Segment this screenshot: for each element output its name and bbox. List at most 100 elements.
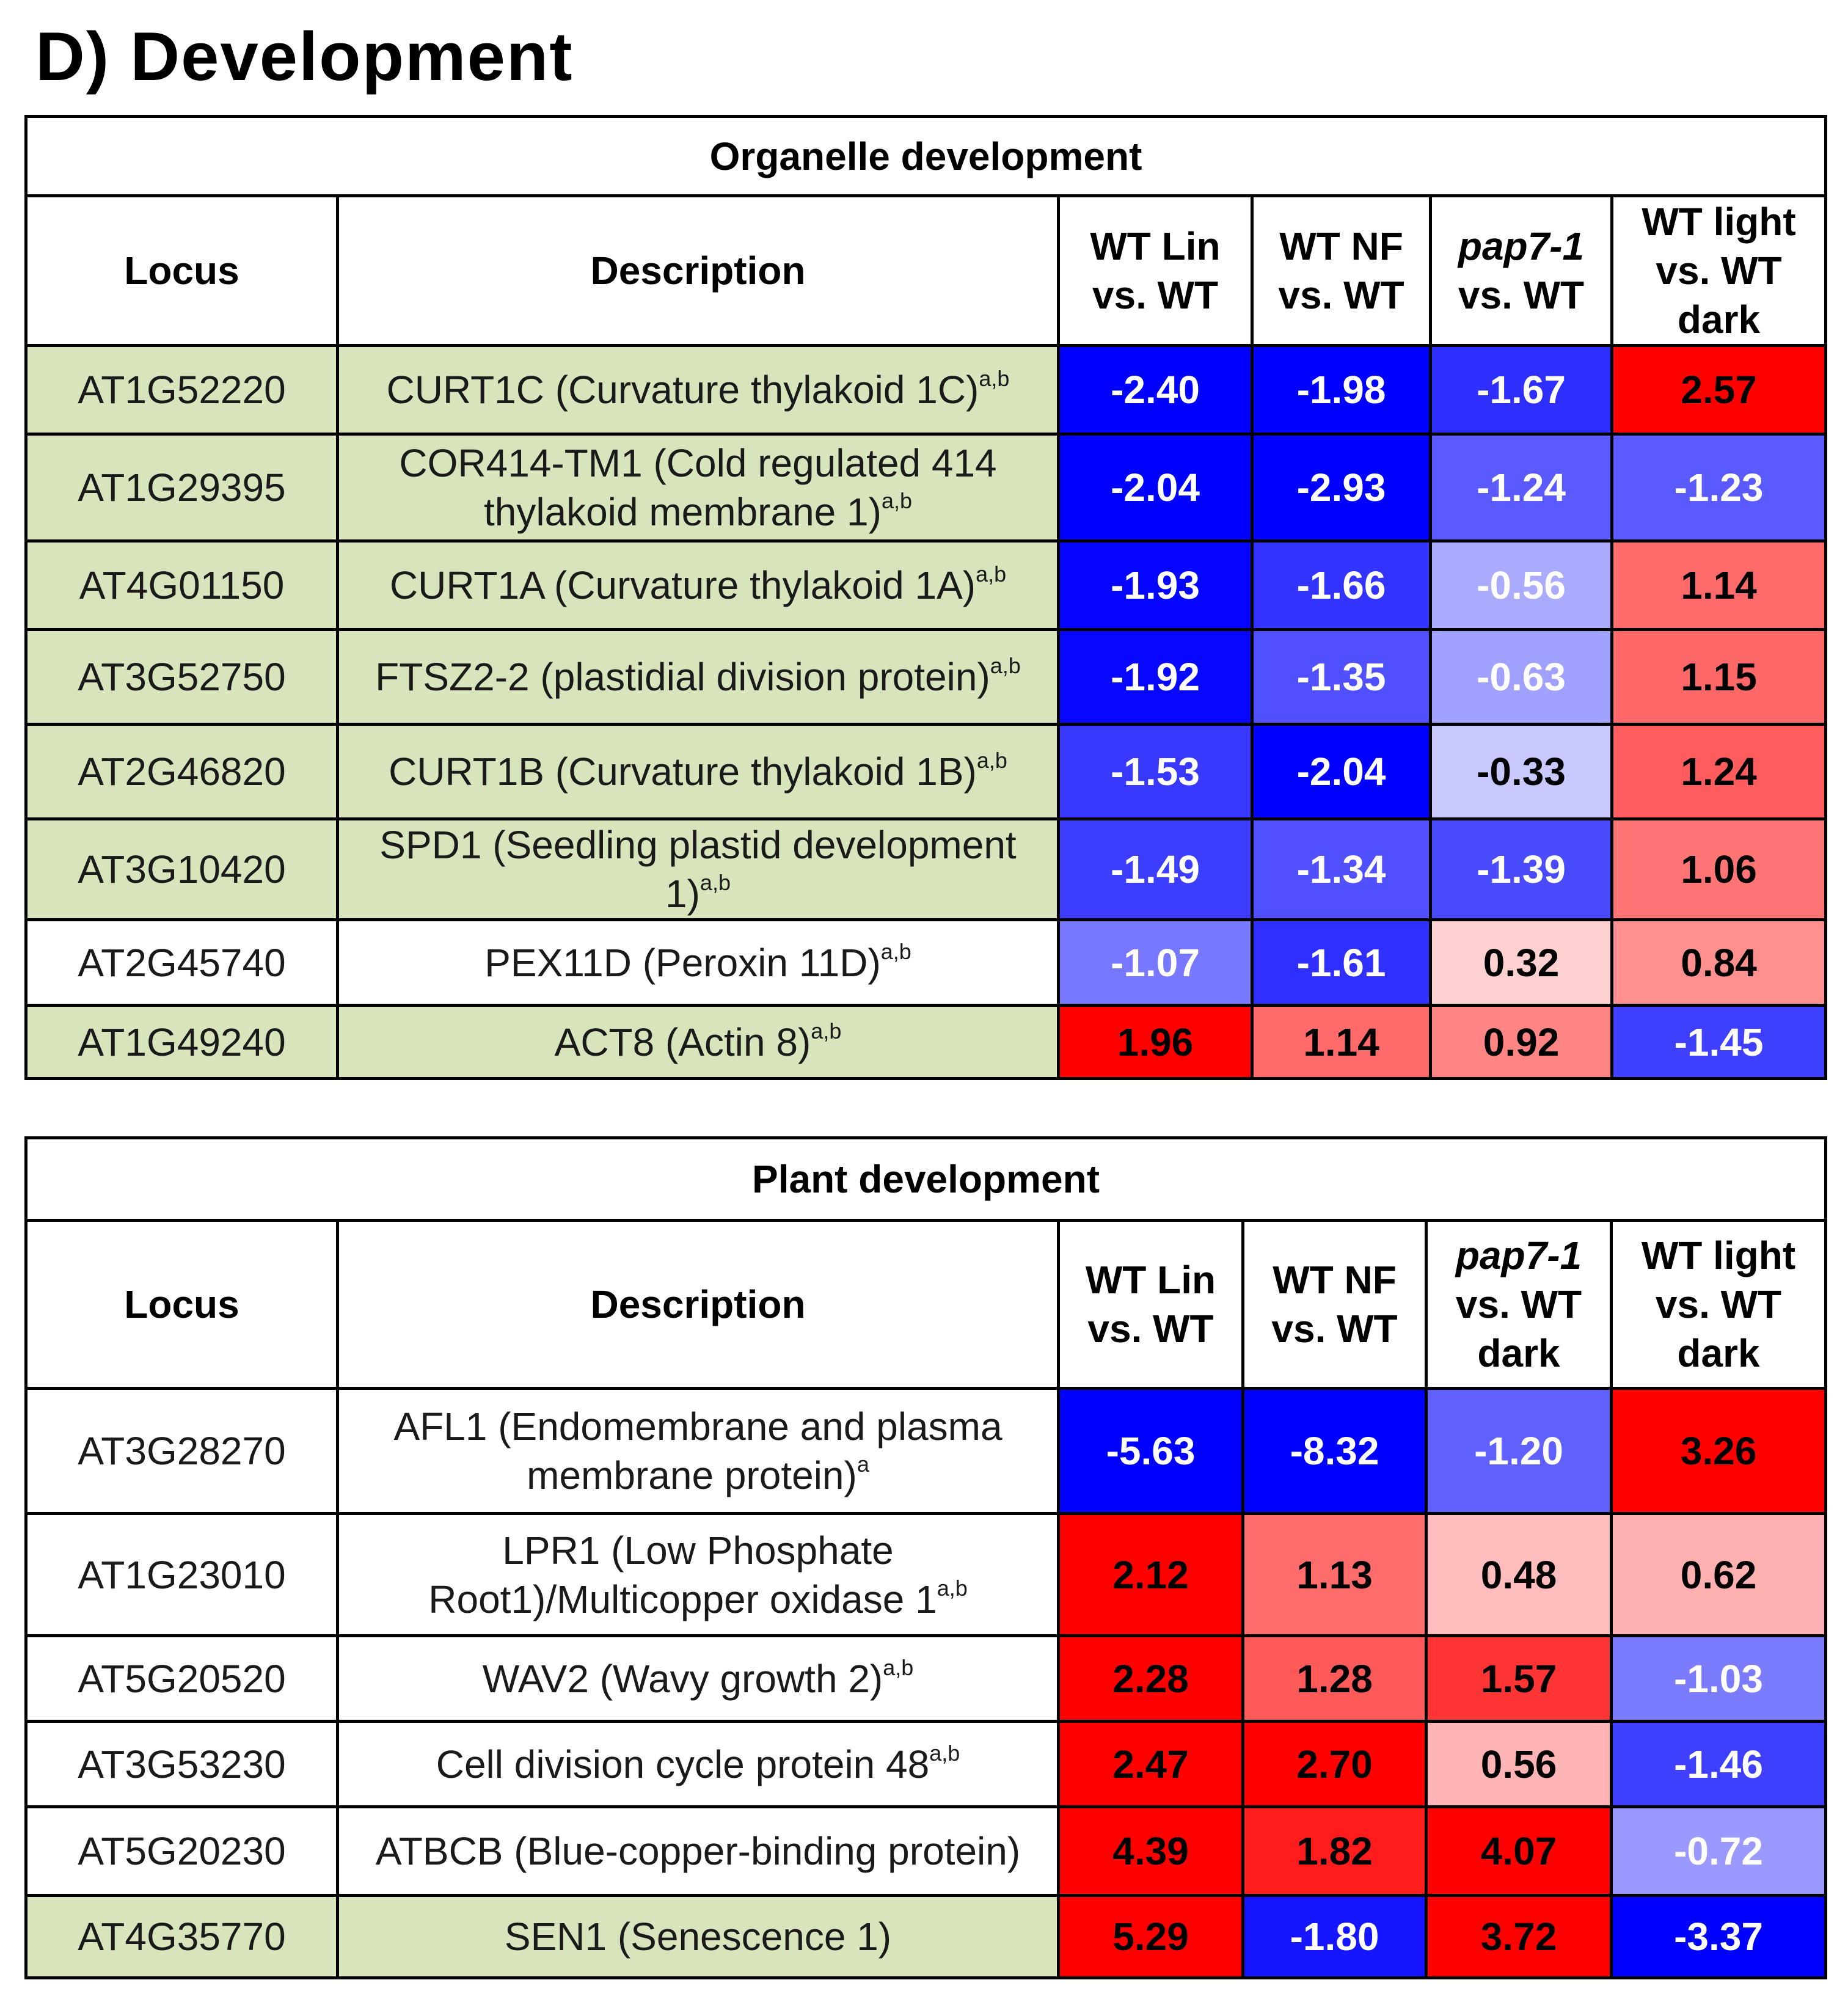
value-cell: 1.57: [1425, 1634, 1613, 1723]
header-line: WT NF: [1273, 1258, 1397, 1302]
header-line: vs. WT: [1458, 273, 1585, 317]
locus-cell: AT1G49240: [24, 1004, 339, 1080]
description-cell: COR414-TM1 (Cold regulated 414 thylakoid…: [336, 433, 1060, 543]
column-header-pap7-1: pap7-1 vs. WT dark: [1425, 1219, 1613, 1390]
value-cell: 2.12: [1057, 1512, 1244, 1637]
locus-cell: AT3G53230: [24, 1720, 339, 1808]
description-cell: CURT1B (Curvature thylakoid 1B)a,b: [336, 723, 1060, 820]
locus-cell: AT3G52750: [24, 628, 339, 726]
description-text: COR414-TM1 (Cold regulated 414 thylakoid…: [399, 441, 997, 534]
value-cell: 3.72: [1425, 1894, 1613, 1979]
locus-cell: AT1G52220: [24, 344, 339, 436]
value-cell: 4.39: [1057, 1805, 1244, 1897]
description-text: SEN1 (Senescence 1): [504, 1915, 892, 1959]
description-cell: ATBCB (Blue-copper-binding protein): [336, 1805, 1060, 1897]
table-row: AT4G01150 CURT1A (Curvature thylakoid 1A)…: [24, 539, 1827, 631]
page-title: D) Development: [35, 18, 574, 95]
value-cell: -1.39: [1429, 817, 1613, 921]
value-cell: 0.84: [1610, 918, 1827, 1007]
column-header-description: Description: [336, 1219, 1060, 1390]
header-line: vs. WT: [1087, 1307, 1214, 1351]
header-line: pap7-1: [1458, 224, 1585, 268]
organelle-development-table: Organelle development Locus Description …: [24, 115, 1827, 1080]
value-cell: -2.93: [1251, 433, 1432, 543]
value-cell: 1.24: [1610, 723, 1827, 820]
description-text: WAV2 (Wavy growth 2): [482, 1656, 883, 1701]
description-text: FTSZ2-2 (plastidial division protein): [375, 655, 990, 699]
column-header-pap7-1: pap7-1 vs. WT: [1429, 194, 1613, 347]
description-cell: FTSZ2-2 (plastidial division protein)a,b: [336, 628, 1060, 726]
table-row: AT5G20520 WAV2 (Wavy growth 2)a,b 2.28 1.28…: [24, 1634, 1827, 1723]
value-cell: -2.04: [1057, 433, 1254, 543]
value-cell: 1.28: [1241, 1634, 1428, 1723]
footnote-marker: a,b: [883, 1654, 914, 1680]
header-line: vs. WT: [1092, 273, 1219, 317]
locus-cell: AT3G10420: [24, 817, 339, 921]
value-cell: -1.61: [1251, 918, 1432, 1007]
description-cell: CURT1A (Curvature thylakoid 1A)a,b: [336, 539, 1060, 631]
section-title: Organelle development: [24, 115, 1827, 197]
table-row: AT1G52220 CURT1C (Curvature thylakoid 1C)…: [24, 344, 1827, 436]
table-row: AT3G52750 FTSZ2-2 (plastidial division pr…: [24, 628, 1827, 726]
footnote-marker: a,b: [699, 870, 731, 895]
table-row: AT2G45740 PEX11D (Peroxin 11D)a,b -1.07 -1.…: [24, 918, 1827, 1007]
plant-development-table: Plant development Locus Description WT L…: [24, 1136, 1827, 1979]
table-row: AT3G28270 AFL1 (Endomembrane and plasma m…: [24, 1387, 1827, 1515]
column-header-description: Description: [336, 194, 1060, 347]
footnote-marker: a,b: [976, 561, 1007, 586]
value-cell: -1.24: [1429, 433, 1613, 543]
description-text: PEX11D (Peroxin 11D): [484, 940, 881, 985]
value-cell: -2.04: [1251, 723, 1432, 820]
table-row: AT1G29395 COR414-TM1 (Cold regulated 414 …: [24, 433, 1827, 543]
footnote-marker: a,b: [811, 1018, 842, 1043]
footnote-marker: a,b: [880, 938, 911, 964]
column-header-locus: Locus: [24, 1219, 339, 1390]
value-cell: -1.35: [1251, 628, 1432, 726]
value-cell: -1.45: [1610, 1004, 1827, 1080]
footnote-marker: a,b: [929, 1740, 960, 1766]
description-text: CURT1B (Curvature thylakoid 1B): [389, 750, 977, 794]
value-cell: 4.07: [1425, 1805, 1613, 1897]
description-text: CURT1C (Curvature thylakoid 1C): [386, 368, 979, 412]
column-header-wt-light: WT light vs. WT dark: [1610, 1219, 1827, 1390]
value-cell: -8.32: [1241, 1387, 1428, 1515]
footnote-marker: a,b: [881, 488, 912, 513]
value-cell: 1.14: [1251, 1004, 1432, 1080]
value-cell: 3.26: [1610, 1387, 1827, 1515]
column-header-wt-lin: WT Lin vs. WT: [1057, 194, 1254, 347]
header-line: WT light: [1641, 1233, 1796, 1277]
footnote-marker: a,b: [976, 748, 1007, 773]
description-text: SPD1 (Seedling plastid development 1): [379, 823, 1017, 916]
column-header-wt-light: WT light vs. WT dark: [1610, 194, 1827, 347]
header-line: dark: [1677, 1331, 1760, 1375]
table-row: AT1G49240 ACT8 (Actin 8)a,b 1.96 1.14 0.92 -1…: [24, 1004, 1827, 1080]
value-cell: 1.13: [1241, 1512, 1428, 1637]
table-row: AT3G10420 SPD1 (Seedling plastid developm…: [24, 817, 1827, 921]
value-cell: -1.67: [1429, 344, 1613, 436]
table-row: AT2G46820 CURT1B (Curvature thylakoid 1B)…: [24, 723, 1827, 820]
locus-cell: AT2G46820: [24, 723, 339, 820]
header-line: vs. WT: [1656, 249, 1782, 293]
value-cell: 2.47: [1057, 1720, 1244, 1808]
column-header-wt-nf: WT NF vs. WT: [1251, 194, 1432, 347]
value-cell: -1.03: [1610, 1634, 1827, 1723]
value-cell: 1.82: [1241, 1805, 1428, 1897]
value-cell: -1.34: [1251, 817, 1432, 921]
value-cell: -1.92: [1057, 628, 1254, 726]
description-cell: SPD1 (Seedling plastid development 1)a,b: [336, 817, 1060, 921]
value-cell: 1.96: [1057, 1004, 1254, 1080]
value-cell: -3.37: [1610, 1894, 1827, 1979]
value-cell: 0.32: [1429, 918, 1613, 1007]
table-row: AT5G20230 ATBCB (Blue-copper-binding prot…: [24, 1805, 1827, 1897]
description-cell: ACT8 (Actin 8)a,b: [336, 1004, 1060, 1080]
locus-cell: AT5G20520: [24, 1634, 339, 1723]
table-row: AT1G23010 LPR1 (Low Phosphate Root1)/Mult…: [24, 1512, 1827, 1637]
footnote-marker: a: [856, 1452, 869, 1477]
table-row: AT4G35770 SEN1 (Senescence 1) 5.29 -1.80 3.7…: [24, 1894, 1827, 1979]
footnote-marker: a,b: [937, 1575, 968, 1601]
section-title: Plant development: [24, 1136, 1827, 1222]
description-text: ACT8 (Actin 8): [554, 1020, 811, 1064]
plant-table-body: AT3G28270 AFL1 (Endomembrane and plasma m…: [24, 1387, 1827, 1979]
header-line: WT light: [1642, 200, 1796, 244]
header-line: dark: [1477, 1331, 1560, 1375]
